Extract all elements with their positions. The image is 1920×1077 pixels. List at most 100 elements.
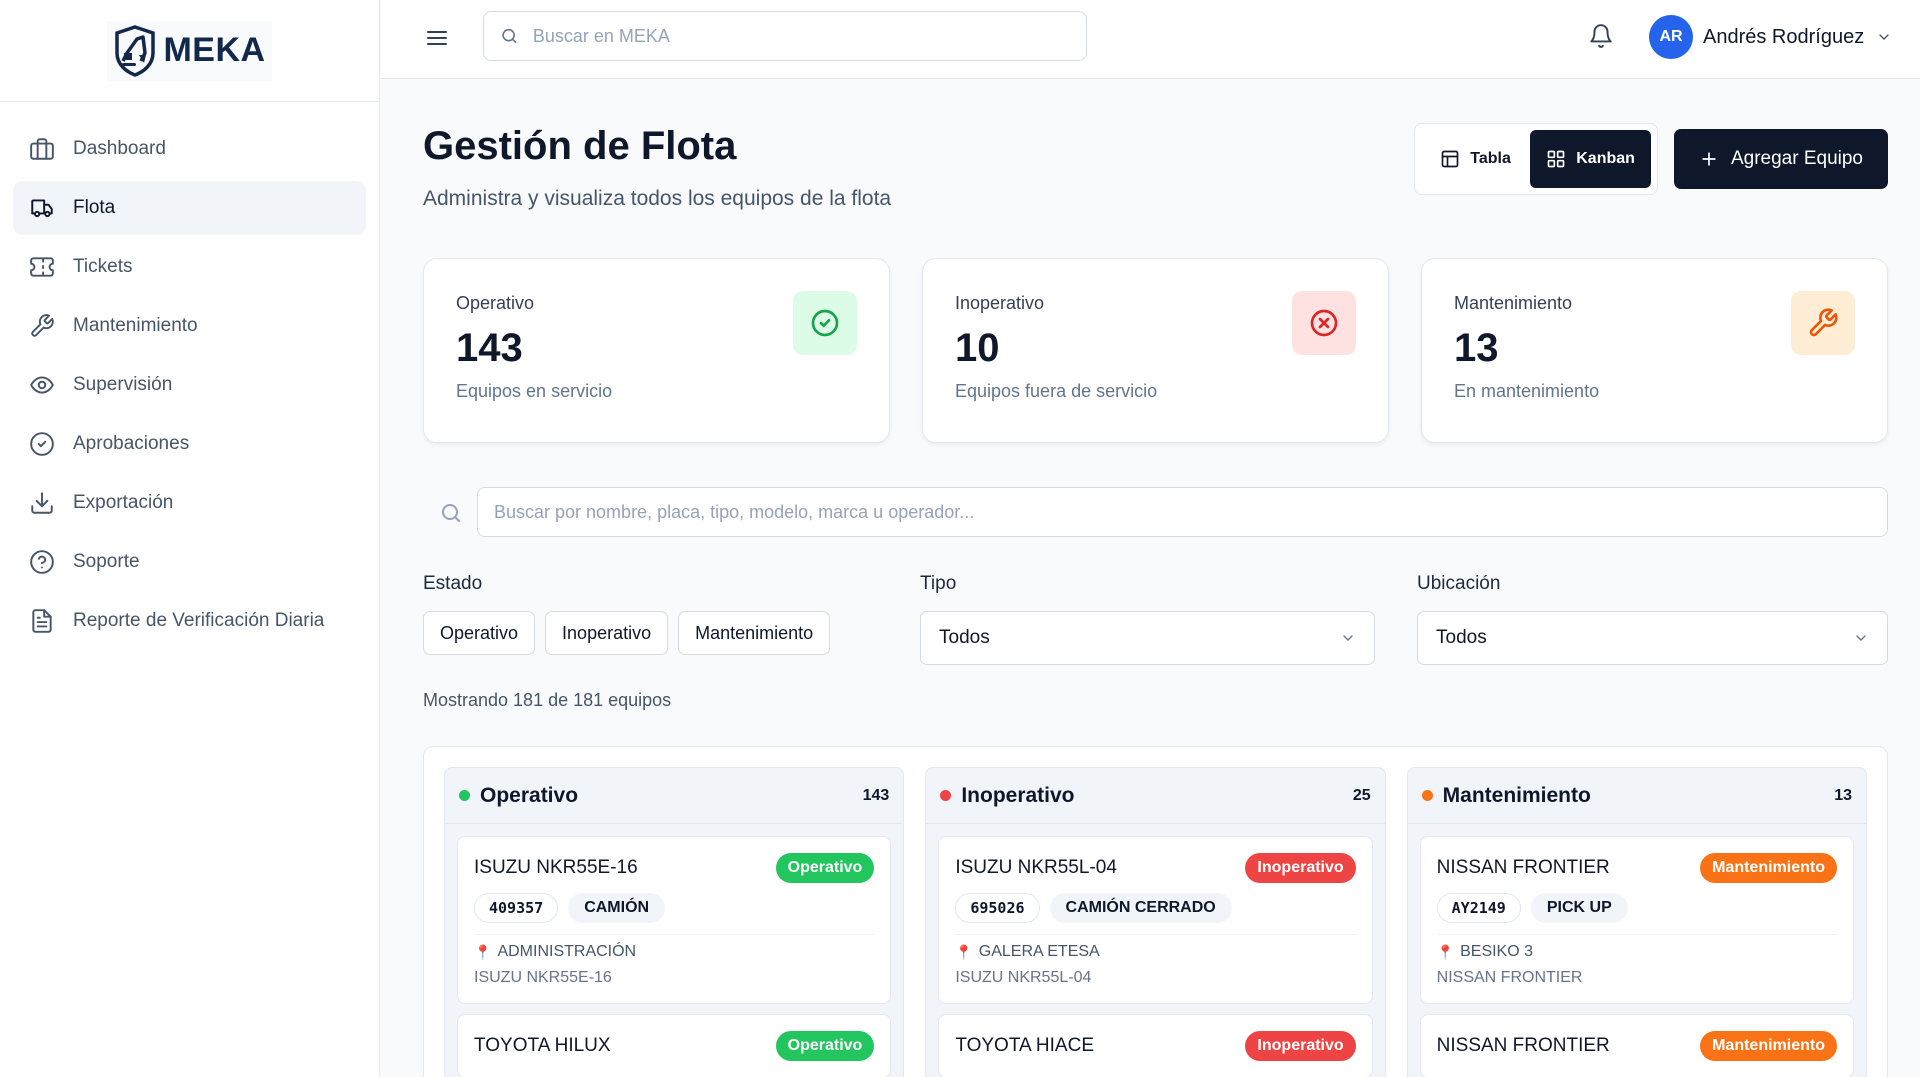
- stat-card-mantenimiento: Mantenimiento 13 En mantenimiento: [1421, 258, 1888, 443]
- bell-icon: [1590, 24, 1612, 48]
- map-pin-icon: 📍: [955, 943, 973, 960]
- sidebar-item-exportacion[interactable]: Exportación: [13, 476, 366, 530]
- equipment-card[interactable]: TOYOTA HIACE Inoperativo: [938, 1014, 1373, 1077]
- model-text: ISUZU NKR55L-04: [955, 969, 1092, 986]
- status-badge: Mantenimiento: [1700, 853, 1837, 883]
- stat-label: Mantenimiento: [1454, 293, 1573, 313]
- estado-label: Estado: [423, 573, 483, 594]
- plate-tag: 409357: [474, 893, 559, 923]
- download-icon: [29, 490, 55, 516]
- equipment-search: [423, 487, 1888, 537]
- sidebar-item-flota[interactable]: Flota: [13, 181, 366, 235]
- location-text: BESIKO 3: [1460, 943, 1534, 960]
- add-equipment-button[interactable]: Agregar Equipo: [1674, 129, 1888, 189]
- kanban-label: Kanban: [1576, 150, 1635, 167]
- tipo-label: Tipo: [920, 573, 957, 594]
- equipment-name: NISSAN FRONTIER: [1436, 1035, 1610, 1056]
- sidebar-item-soporte[interactable]: Soporte: [13, 535, 366, 589]
- equipment-card[interactable]: NISSAN FRONTIER Mantenimiento: [1419, 1014, 1854, 1077]
- sidebar-item-tickets[interactable]: Tickets: [13, 240, 366, 294]
- sidebar-item-reporte[interactable]: Reporte de Verificación Diaria: [13, 594, 366, 648]
- equipment-card[interactable]: NISSAN FRONTIER Mantenimiento AY2149 PIC…: [1419, 836, 1854, 1004]
- map-pin-icon: 📍: [474, 943, 492, 960]
- ubicacion-select[interactable]: Todos: [1417, 611, 1888, 665]
- sidebar-item-aprobaciones[interactable]: Aprobaciones: [13, 417, 366, 471]
- x-circle-icon: [1292, 291, 1356, 355]
- status-badge: Inoperativo: [1245, 853, 1356, 883]
- model-text: NISSAN FRONTIER: [1436, 969, 1583, 986]
- sidebar-item-dashboard[interactable]: Dashboard: [13, 122, 366, 176]
- sidebar-item-supervision[interactable]: Supervisión: [13, 358, 366, 412]
- sidebar-item-label: Mantenimiento: [73, 315, 198, 336]
- column-count: 13: [1834, 786, 1852, 804]
- estado-chip-operativo[interactable]: Operativo: [423, 611, 536, 655]
- sidebar-item-label: Soporte: [73, 551, 140, 572]
- equipment-card[interactable]: TOYOTA HILUX Operativo: [457, 1014, 892, 1077]
- tabla-label: Tabla: [1470, 150, 1511, 167]
- tabla-view-button[interactable]: Tabla: [1421, 130, 1530, 188]
- equipment-name: ISUZU NKR55L-04: [955, 857, 1117, 878]
- kanban-column-inoperativo: Inoperativo 25 ISUZU NKR55L-04 Inoperati…: [925, 767, 1386, 1077]
- estado-chip-mantenimiento[interactable]: Mantenimiento: [678, 611, 831, 655]
- column-count: 25: [1352, 786, 1371, 804]
- type-tag: CAMIÓN CERRADO: [1049, 893, 1232, 923]
- ticket-icon: [29, 254, 55, 280]
- stat-card-operativo: Operativo 143 Equipos en servicio: [423, 258, 890, 443]
- status-dot: [459, 790, 470, 801]
- location-text: GALERA ETESA: [978, 943, 1100, 960]
- logo-area: MEKA: [0, 0, 379, 102]
- help-circle-icon: [29, 549, 55, 575]
- stat-desc: Equipos fuera de servicio: [955, 381, 1158, 401]
- search-icon: [442, 504, 460, 522]
- location-text: ADMINISTRACIÓN: [497, 943, 637, 960]
- equipment-card[interactable]: ISUZU NKR55L-04 Inoperativo 695026 CAMIÓ…: [938, 836, 1373, 1004]
- sidebar-item-label: Flota: [73, 197, 116, 218]
- wrench-icon: [29, 313, 55, 339]
- kanban-view-button[interactable]: Kanban: [1530, 130, 1651, 188]
- sidebar-item-label: Exportación: [73, 492, 174, 513]
- truck-icon: [29, 195, 55, 221]
- ubicacion-label: Ubicación: [1417, 573, 1501, 594]
- stat-label: Inoperativo: [955, 293, 1045, 313]
- check-circle-icon: [29, 431, 55, 457]
- sidebar-item-mantenimiento[interactable]: Mantenimiento: [13, 299, 366, 353]
- user-menu[interactable]: AR Andrés Rodríguez: [1649, 15, 1892, 59]
- search-icon: [502, 28, 517, 44]
- map-pin-icon: 📍: [1436, 943, 1455, 960]
- status-badge: Operativo: [775, 1031, 875, 1061]
- stat-card-inoperativo: Inoperativo 10 Equipos fuera de servicio: [922, 258, 1389, 443]
- excavator-shield-icon: [115, 24, 156, 77]
- column-header: Operativo 143: [445, 768, 904, 824]
- grid-icon: [1547, 150, 1565, 168]
- stat-value: 10: [955, 326, 1000, 370]
- divider: [474, 934, 875, 935]
- page-title: Gestión de Flota: [423, 124, 737, 168]
- chevron-down-icon: [1856, 635, 1866, 641]
- briefcase-icon: [29, 136, 55, 162]
- column-title: Mantenimiento: [1442, 783, 1591, 807]
- kanban-column-mantenimiento: Mantenimiento 13 NISSAN FRONTIER Manteni…: [1406, 767, 1867, 1077]
- tipo-select[interactable]: Todos: [920, 611, 1375, 665]
- notifications-button[interactable]: [1588, 22, 1614, 55]
- plate-tag: AY2149: [1436, 893, 1521, 923]
- ubicacion-select-value: Todos: [1436, 627, 1487, 648]
- equipment-search-input[interactable]: [477, 487, 1888, 537]
- sidebar-item-label: Tickets: [73, 256, 133, 277]
- stat-label: Operativo: [456, 293, 535, 313]
- sidebar-item-label: Aprobaciones: [73, 433, 190, 454]
- stat-value: 143: [456, 326, 523, 370]
- chevron-down-icon: [1343, 635, 1353, 641]
- sidebar: MEKA Dashboard Flota Tickets Mantenimien…: [0, 0, 380, 1077]
- menu-toggle-button[interactable]: [423, 24, 451, 52]
- global-search-input[interactable]: [532, 25, 1070, 47]
- kanban-column-operativo: Operativo 143 ISUZU NKR55E-16 Operativo …: [444, 767, 905, 1077]
- stat-desc: En mantenimiento: [1454, 381, 1600, 401]
- column-header: Inoperativo 25: [926, 768, 1385, 824]
- estado-chip-inoperativo[interactable]: Inoperativo: [545, 611, 669, 655]
- logo[interactable]: MEKA: [107, 20, 272, 81]
- global-search: [483, 11, 1087, 61]
- status-dot: [940, 790, 952, 801]
- equipment-card[interactable]: ISUZU NKR55E-16 Operativo 409357 CAMIÓN …: [457, 836, 892, 1004]
- brand-name: MEKA: [163, 31, 266, 69]
- topbar: AR Andrés Rodríguez: [381, 0, 1920, 79]
